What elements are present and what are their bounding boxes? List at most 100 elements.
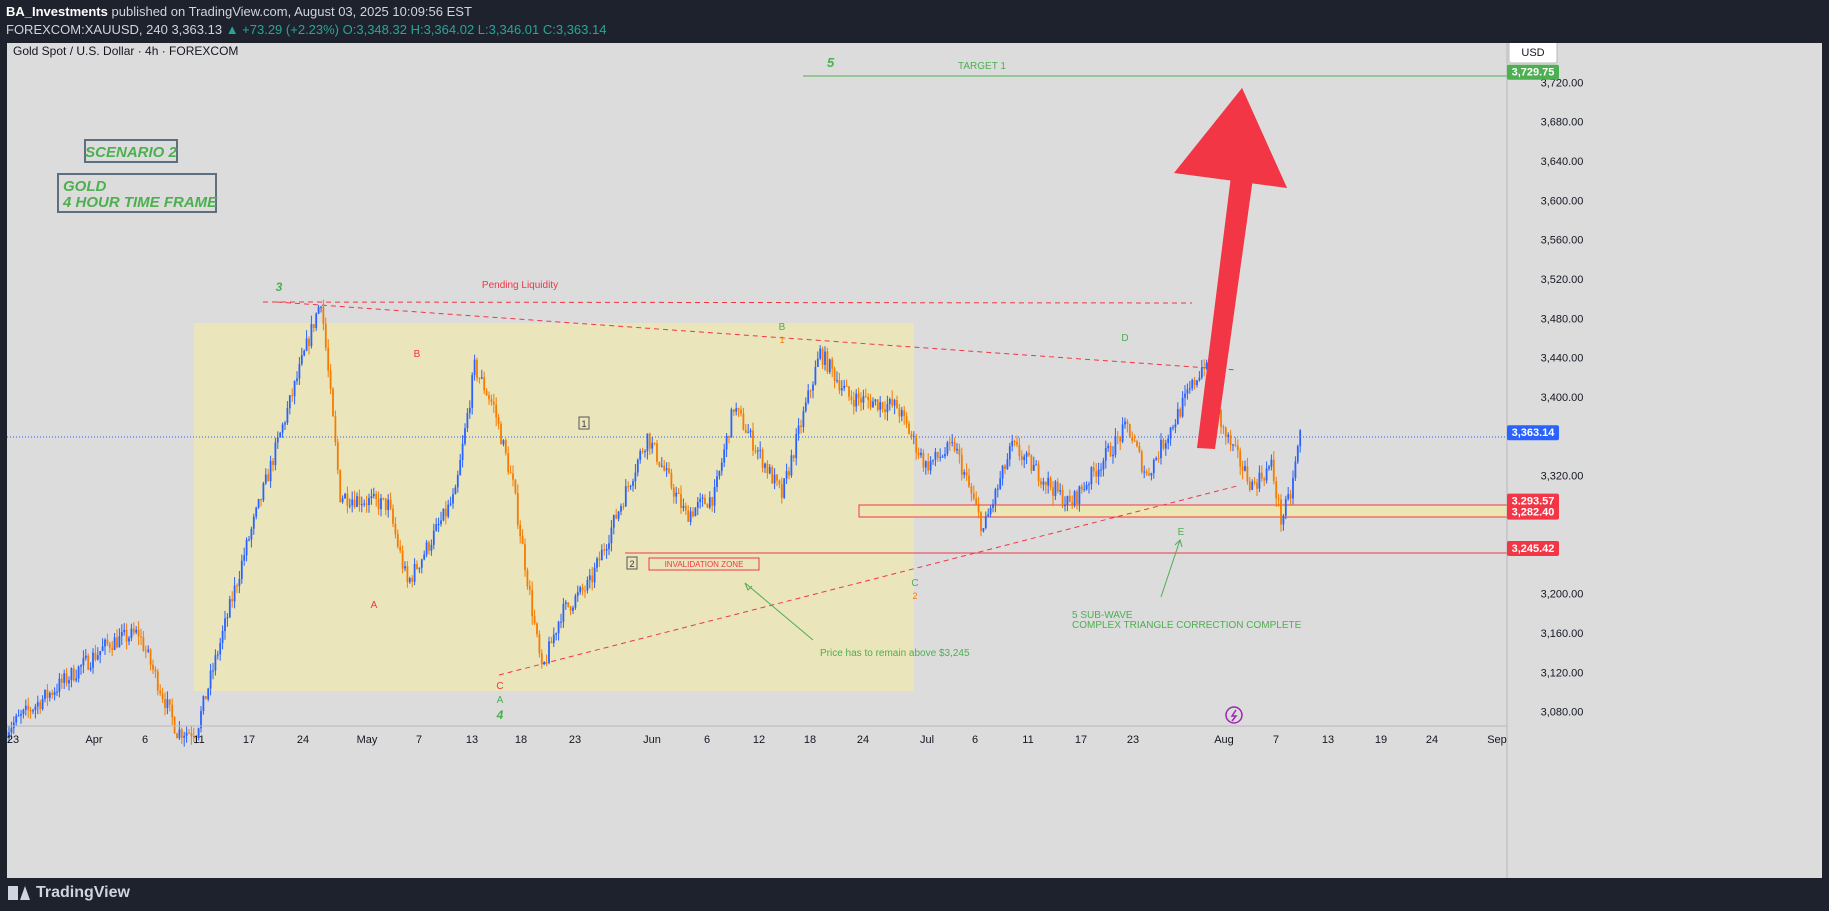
candle-body (622, 506, 625, 508)
candle-body (1174, 424, 1177, 428)
candle-body (744, 429, 747, 433)
candle-body (965, 472, 968, 476)
candle-body (1143, 471, 1146, 473)
candle-body (1241, 466, 1244, 471)
candle-body (8, 732, 10, 739)
candle-body (1076, 491, 1078, 504)
candle-body (130, 628, 133, 639)
candle-body (1112, 454, 1114, 457)
candle-body (312, 324, 315, 328)
candle-body (987, 514, 990, 517)
candle-body (1004, 465, 1006, 470)
candle-body (260, 498, 262, 501)
candle-body (1188, 388, 1191, 390)
candle-body (514, 479, 517, 494)
candle-body (135, 629, 138, 633)
candle-body (41, 698, 44, 709)
candle-body (46, 689, 49, 698)
candle-body (1088, 484, 1090, 486)
candle-body (72, 668, 75, 681)
time-tick-label: 11 (1022, 734, 1033, 746)
scenario-label: SCENARIO 2 (85, 144, 177, 161)
candle-body (1006, 459, 1009, 470)
upper-trendline (276, 301, 1238, 371)
candle-body (634, 472, 637, 482)
tradingview-logo[interactable]: TradingView (8, 884, 130, 902)
lightning-icon[interactable] (1225, 706, 1243, 724)
price-tick-label: 3,080.00 (1541, 707, 1584, 719)
candle-body (509, 472, 512, 474)
candle-body (742, 413, 745, 430)
candle-body (970, 486, 973, 494)
price-tick-label: 3,160.00 (1541, 628, 1584, 640)
candle-body (447, 504, 450, 517)
price-tick-label: 3,400.00 (1541, 392, 1584, 404)
candle-body (1025, 452, 1028, 457)
candle-body (1145, 471, 1148, 474)
candle-body (370, 496, 373, 499)
candle-body (838, 380, 841, 391)
subwave-label-2: COMPLEX TRIANGLE CORRECTION COMPLETE (1072, 620, 1302, 631)
wave-2-box (626, 556, 638, 570)
candle-body (363, 503, 366, 505)
candle-body (740, 409, 742, 414)
candle-body (214, 655, 217, 671)
candle-body (641, 451, 644, 453)
candle-body (459, 459, 462, 476)
candle-body (207, 688, 210, 700)
candle-body (795, 434, 798, 459)
candle-body (996, 488, 999, 490)
candle-body (176, 733, 178, 739)
candle-body (1234, 444, 1237, 446)
candle-body (128, 638, 130, 642)
candle-body (1092, 467, 1095, 472)
candle-body (696, 502, 699, 508)
candle-body (476, 359, 478, 378)
price-chart[interactable]: 3,720.00 3,680.00 3,640.00 3,600.00 3,560.00… (7, 43, 1822, 878)
candle-body (677, 492, 680, 495)
candle-body (192, 736, 195, 738)
candle-body (440, 520, 442, 525)
currency-button[interactable] (1508, 43, 1558, 64)
candle-body (171, 704, 174, 718)
last-price: 3,363.13 (171, 22, 223, 37)
candle-body (180, 729, 183, 738)
candle-body (792, 455, 795, 459)
wave-5-label: 5 (827, 55, 835, 70)
publisher-name[interactable]: BA_Investments (6, 4, 108, 19)
candle-body (32, 710, 34, 712)
time-tick-label: 18 (804, 734, 816, 746)
candle-body (1090, 467, 1093, 485)
wave-2-orange-label: 2 (912, 591, 917, 601)
timeframe-box (57, 173, 217, 213)
candle-body (749, 430, 752, 433)
candle-body (348, 505, 351, 507)
wave-c-green-label: C (911, 578, 918, 589)
candle-body (982, 528, 985, 532)
candle-body (572, 607, 574, 611)
candle-body (204, 696, 207, 700)
candle-body (84, 655, 87, 659)
candle-body (154, 669, 157, 672)
candle-body (164, 699, 166, 709)
candle-body (394, 523, 397, 534)
candle-body (1059, 490, 1062, 492)
chart-frame[interactable]: 3,720.00 3,680.00 3,640.00 3,600.00 3,560.00… (7, 43, 1822, 878)
time-tick-label: May (357, 734, 378, 746)
candle-body (1023, 456, 1026, 461)
candle-body (920, 452, 922, 456)
candle-body (521, 536, 524, 545)
brand-name: TradingView (36, 884, 130, 901)
candle-body (816, 358, 819, 367)
candle-body (857, 393, 860, 399)
wave-1-orange-label: 1 (779, 335, 784, 345)
candle-body (322, 306, 325, 324)
candle-body (356, 496, 358, 507)
candle-body (584, 590, 586, 592)
time-tick-label: 17 (1075, 734, 1087, 746)
candle-body (852, 400, 855, 407)
candle-body (219, 642, 222, 655)
candle-body (89, 667, 92, 670)
candle-body (262, 483, 265, 501)
price-mark-label: 3,363.14 (1512, 427, 1556, 439)
